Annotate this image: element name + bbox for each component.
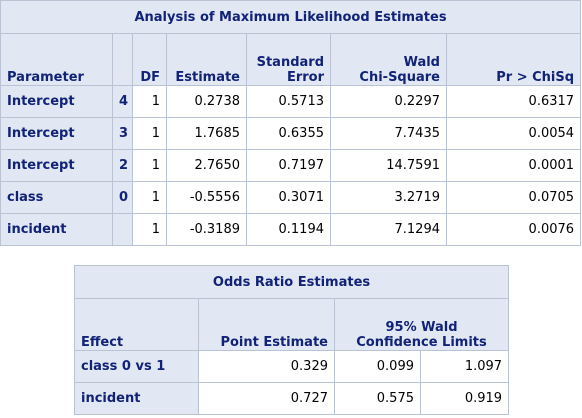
cell-wald-chisq: 14.7591 <box>330 149 447 182</box>
cell-estimate: 0.2738 <box>166 85 247 118</box>
table-row: incident 1 -0.3189 0.1194 7.1294 0.0076 <box>0 213 582 246</box>
cell-pr-chisq: 0.0076 <box>445 213 582 246</box>
cell-std-error: 0.7197 <box>246 149 331 182</box>
row-header-level: 4 <box>112 85 133 118</box>
odds-ratio-table: Odds Ratio Estimates Effect Point Estima… <box>73 265 510 415</box>
cell-std-error: 0.1194 <box>246 213 331 246</box>
mle-estimates-table: Analysis of Maximum Likelihood Estimates… <box>0 0 582 246</box>
cell-point-estimate: 0.329 <box>198 350 335 383</box>
cell-df: 1 <box>132 117 167 150</box>
cell-df: 1 <box>132 213 167 246</box>
col-header-confidence-limits: 95% Wald Confidence Limits <box>333 298 510 351</box>
cell-std-error: 0.3071 <box>246 181 331 214</box>
row-header-effect: class 0 vs 1 <box>74 350 199 383</box>
row-header-parameter: incident <box>0 213 113 246</box>
cell-pr-chisq: 0.0705 <box>445 181 582 214</box>
col-header-wald-chisq: Wald Chi-Square <box>330 33 447 86</box>
row-header-level: 3 <box>112 117 133 150</box>
cell-upper-limit: 0.919 <box>419 382 510 415</box>
odds-table-title: Odds Ratio Estimates <box>73 265 510 299</box>
table-row: Intercept 3 1 1.7685 0.6355 7.7435 0.005… <box>0 117 582 150</box>
cell-wald-chisq: 3.2719 <box>330 181 447 214</box>
col-header-pr-chisq: Pr > ChiSq <box>445 33 582 86</box>
cell-pr-chisq: 0.6317 <box>445 85 582 118</box>
col-header-parameter: Parameter <box>0 33 113 86</box>
table-row: incident 0.727 0.575 0.919 <box>74 382 510 415</box>
table-row: Intercept 2 1 2.7650 0.7197 14.7591 0.00… <box>0 149 582 182</box>
row-header-level: 2 <box>112 149 133 182</box>
col-header-ci-line1: 95% Wald <box>385 320 458 335</box>
cell-df: 1 <box>132 181 167 214</box>
cell-lower-limit: 0.575 <box>334 382 421 415</box>
col-header-df: DF <box>132 33 167 86</box>
col-header-std-error-line2: Error <box>286 70 324 85</box>
col-header-std-error-line1: Standard <box>256 55 324 70</box>
mle-table-title: Analysis of Maximum Likelihood Estimates <box>0 0 582 34</box>
col-header-wald-line1: Wald <box>403 55 440 70</box>
row-header-parameter: class <box>0 181 113 214</box>
table-row: class 0 vs 1 0.329 0.099 1.097 <box>74 350 510 383</box>
row-header-parameter: Intercept <box>0 149 113 182</box>
col-header-wald-line2: Chi-Square <box>359 70 440 85</box>
cell-df: 1 <box>132 149 167 182</box>
cell-pr-chisq: 0.0054 <box>445 117 582 150</box>
row-header-parameter: Intercept <box>0 85 113 118</box>
cell-std-error: 0.6355 <box>246 117 331 150</box>
row-header-level <box>112 213 133 246</box>
col-header-estimate: Estimate <box>166 33 247 86</box>
cell-wald-chisq: 0.2297 <box>330 85 447 118</box>
cell-estimate: -0.5556 <box>166 181 247 214</box>
cell-wald-chisq: 7.1294 <box>330 213 447 246</box>
cell-std-error: 0.5713 <box>246 85 331 118</box>
col-header-level <box>112 33 133 86</box>
cell-estimate: 1.7685 <box>166 117 247 150</box>
row-header-parameter: Intercept <box>0 117 113 150</box>
col-header-std-error: Standard Error <box>246 33 331 86</box>
cell-point-estimate: 0.727 <box>198 382 335 415</box>
table-row: Intercept 4 1 0.2738 0.5713 0.2297 0.631… <box>0 85 582 118</box>
col-header-ci-line2: Confidence Limits <box>356 335 487 350</box>
col-header-effect: Effect <box>74 298 199 351</box>
cell-estimate: -0.3189 <box>166 213 247 246</box>
cell-pr-chisq: 0.0001 <box>445 149 582 182</box>
cell-df: 1 <box>132 85 167 118</box>
cell-estimate: 2.7650 <box>166 149 247 182</box>
cell-lower-limit: 0.099 <box>334 350 421 383</box>
col-header-point-estimate: Point Estimate <box>198 298 335 351</box>
row-header-effect: incident <box>74 382 199 415</box>
cell-upper-limit: 1.097 <box>419 350 510 383</box>
cell-wald-chisq: 7.7435 <box>330 117 447 150</box>
table-row: class 0 1 -0.5556 0.3071 3.2719 0.0705 <box>0 181 582 214</box>
row-header-level: 0 <box>112 181 133 214</box>
